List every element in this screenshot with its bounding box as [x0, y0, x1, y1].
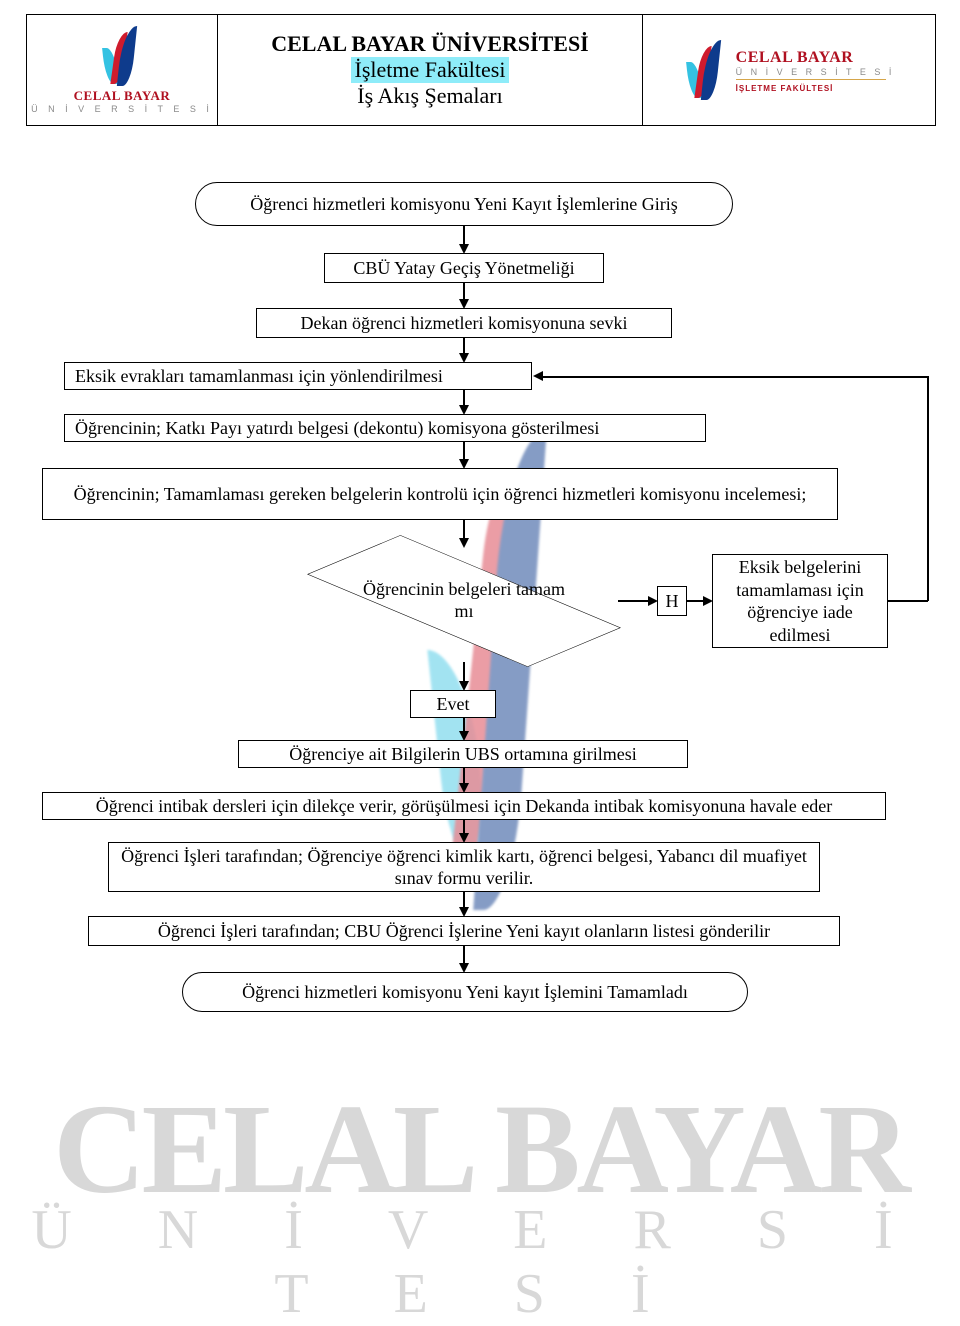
arrowhead-icon — [533, 371, 543, 381]
node-katki-payi-label: Öğrencinin; Katkı Payı yatırdı belgesi (… — [75, 417, 599, 440]
node-eksik-evrak: Eksik evrakları tamamlanması için yönlen… — [64, 362, 532, 390]
arrowhead-icon — [459, 783, 469, 793]
node-end: Öğrenci hizmetleri komisyonu Yeni kayıt … — [182, 972, 748, 1012]
node-kontrol-label: Öğrencinin; Tamamlaması gereken belgeler… — [74, 483, 807, 506]
node-ubs-label: Öğrenciye ait Bilgilerin UBS ortamına gi… — [289, 743, 636, 766]
node-eksik-evrak-label: Eksik evrakları tamamlanması için yönlen… — [75, 365, 443, 388]
edge — [888, 600, 928, 602]
edge — [542, 376, 928, 378]
node-yonetmelik-label: CBÜ Yatay Geçiş Yönetmeliği — [353, 257, 574, 280]
node-sevki: Dekan öğrenci hizmetleri komisyonuna sev… — [256, 308, 672, 338]
edge — [618, 600, 650, 602]
node-ubs: Öğrenciye ait Bilgilerin UBS ortamına gi… — [238, 740, 688, 768]
arrowhead-icon — [459, 907, 469, 917]
node-liste: Öğrenci İşleri tarafından; CBU Öğrenci İ… — [88, 916, 840, 946]
edge — [463, 226, 465, 246]
arrowhead-icon — [648, 596, 658, 606]
node-decision-label: Öğrencinin belgeleri tamam mı — [354, 579, 574, 622]
node-yonetmelik: CBÜ Yatay Geçiş Yönetmeliği — [324, 253, 604, 283]
arrowhead-icon — [459, 963, 469, 973]
flowchart: Öğrenci hizmetleri komisyonu Yeni Kayıt … — [0, 0, 960, 1326]
arrowhead-icon — [459, 299, 469, 309]
arrowhead-icon — [459, 353, 469, 363]
node-start: Öğrenci hizmetleri komisyonu Yeni Kayıt … — [195, 182, 733, 226]
edge — [463, 520, 465, 540]
arrowhead-icon — [459, 244, 469, 254]
edge — [463, 662, 465, 683]
arrowhead-icon — [459, 731, 469, 741]
node-start-label: Öğrenci hizmetleri komisyonu Yeni Kayıt … — [250, 193, 677, 216]
node-kimlik: Öğrenci İşleri tarafından; Öğrenciye öğr… — [108, 842, 820, 892]
node-iade-label: Eksik belgelerini tamamlaması için öğren… — [723, 556, 877, 646]
node-katki-payi: Öğrencinin; Katkı Payı yatırdı belgesi (… — [64, 414, 706, 442]
node-evet-label: Evet — [437, 693, 470, 716]
arrowhead-icon — [459, 405, 469, 415]
edge — [927, 376, 929, 601]
node-connector-h-label: H — [666, 591, 679, 612]
arrowhead-icon — [459, 833, 469, 843]
node-intibak-label: Öğrenci intibak dersleri için dilekçe ve… — [96, 795, 833, 818]
arrowhead-icon — [703, 596, 713, 606]
node-iade: Eksik belgelerini tamamlaması için öğren… — [712, 554, 888, 648]
arrowhead-icon — [459, 681, 469, 691]
node-sevki-label: Dekan öğrenci hizmetleri komisyonuna sev… — [301, 312, 628, 335]
node-intibak: Öğrenci intibak dersleri için dilekçe ve… — [42, 792, 886, 820]
node-kimlik-label: Öğrenci İşleri tarafından; Öğrenciye öğr… — [119, 845, 809, 890]
node-evet: Evet — [410, 690, 496, 718]
node-connector-h: H — [657, 586, 687, 616]
arrowhead-icon — [459, 459, 469, 469]
node-end-label: Öğrenci hizmetleri komisyonu Yeni kayıt … — [242, 981, 688, 1004]
node-decision: Öğrencinin belgeleri tamam mı — [308, 535, 620, 667]
node-kontrol: Öğrencinin; Tamamlaması gereken belgeler… — [42, 468, 838, 520]
arrowhead-icon — [459, 538, 469, 548]
node-liste-label: Öğrenci İşleri tarafından; CBU Öğrenci İ… — [158, 920, 770, 943]
